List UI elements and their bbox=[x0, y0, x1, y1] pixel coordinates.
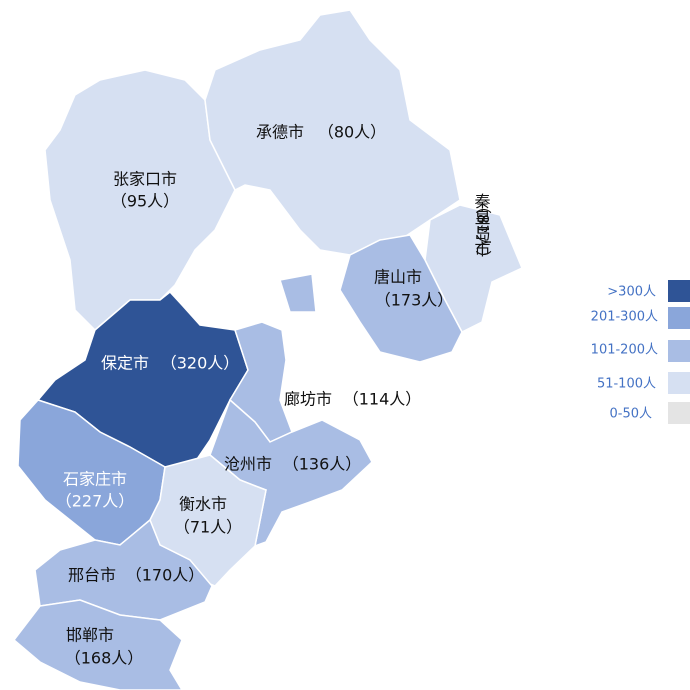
region-count: （81人） bbox=[474, 198, 493, 266]
region-name: 沧州市 bbox=[224, 455, 272, 474]
legend-swatch bbox=[668, 307, 690, 329]
vertical-label: 秦皇岛市 bbox=[472, 193, 491, 257]
region-name: 唐山市 bbox=[374, 268, 422, 287]
region-count: （227人） bbox=[56, 492, 135, 511]
region-name: 张家口市 bbox=[113, 170, 177, 189]
legend-label: 101-200人 bbox=[591, 343, 658, 358]
legend-label: 201-300人 bbox=[591, 310, 658, 325]
legend-label: 0-50人 bbox=[609, 407, 652, 422]
region-name: 石家庄市 bbox=[63, 470, 127, 489]
region bbox=[12, 599, 183, 690]
region-name: 邯郸市 bbox=[66, 626, 114, 645]
region bbox=[204, 9, 461, 256]
region bbox=[44, 69, 236, 332]
region-name: 秦皇岛市 bbox=[472, 193, 491, 257]
legend-label: >300人 bbox=[607, 285, 656, 300]
region-count: （114人） bbox=[343, 390, 422, 409]
region-count: （173人） bbox=[375, 291, 454, 310]
region bbox=[279, 273, 317, 313]
legend-swatch bbox=[668, 402, 690, 424]
region-count: （71人） bbox=[174, 518, 242, 537]
region-count: （136人） bbox=[283, 455, 362, 474]
vertical-label: （81人） bbox=[474, 198, 493, 266]
region-count: （168人） bbox=[65, 649, 144, 668]
region-count: （170人） bbox=[126, 566, 205, 585]
region-count: （320人） bbox=[161, 354, 240, 373]
region-name: 衡水市 bbox=[179, 495, 227, 514]
region bbox=[34, 518, 213, 621]
legend: >300人 201-300人 101-200人 51-100人 0-50人 bbox=[591, 280, 690, 424]
legend-label: 51-100人 bbox=[597, 377, 656, 392]
region-name: 邢台市 bbox=[68, 566, 116, 585]
region-count: （95人） bbox=[111, 192, 179, 211]
region-count: （80人） bbox=[318, 123, 386, 142]
legend-swatch bbox=[668, 340, 690, 362]
region-name: 保定市 bbox=[101, 354, 149, 373]
legend-swatch bbox=[668, 280, 690, 302]
legend-swatch bbox=[668, 372, 690, 394]
region-name: 廊坊市 bbox=[284, 390, 332, 409]
region bbox=[339, 234, 463, 363]
region-name: 承德市 bbox=[256, 123, 304, 142]
